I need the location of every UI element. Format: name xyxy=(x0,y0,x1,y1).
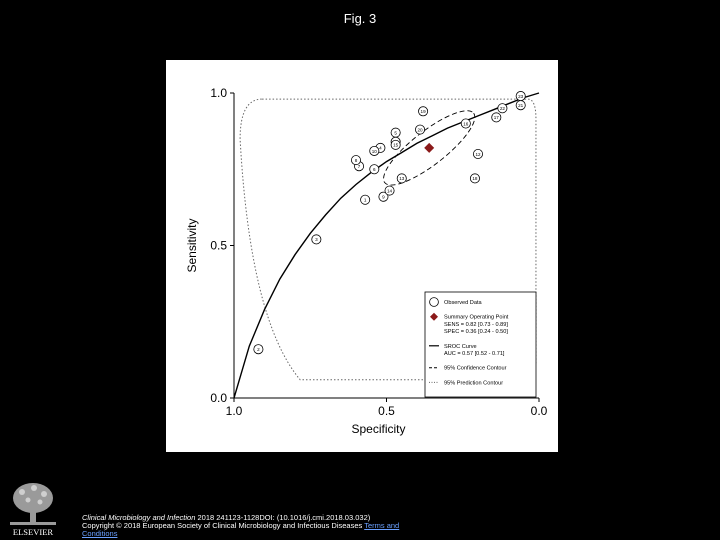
observed-point: 13 xyxy=(396,173,407,184)
observed-point: 22 xyxy=(497,103,508,114)
observed-point-marker xyxy=(460,118,471,129)
observed-point-marker xyxy=(360,194,371,205)
observed-point: 15 xyxy=(390,139,401,150)
caption-copyright-line: Copyright © 2018 European Society of Cli… xyxy=(82,522,522,530)
observed-point-label: 22 xyxy=(500,106,506,111)
observed-point-label: 2 xyxy=(257,347,260,352)
observed-point: 8 xyxy=(350,155,361,166)
observed-point: 16 xyxy=(460,118,471,129)
observed-point-marker xyxy=(418,106,429,117)
observed-point-marker xyxy=(491,112,502,123)
y-tick-label: 1.0 xyxy=(210,86,227,100)
caption-citation-line: Clinical Microbiology and Infection 2018… xyxy=(82,514,522,522)
legend-text: SENS = 0.82 [0.73 - 0.89] xyxy=(444,322,508,328)
observed-point-label: 12 xyxy=(475,152,481,157)
observed-point-label: 4 xyxy=(379,146,382,151)
observed-point: 14 xyxy=(384,185,395,196)
observed-point: 17 xyxy=(491,112,502,123)
observed-point: 19 xyxy=(418,106,429,117)
terms-link[interactable]: Terms and xyxy=(364,521,400,530)
observed-point: 5 xyxy=(390,127,401,138)
observed-point-label: 6 xyxy=(373,167,376,172)
y-tick-label: 0.0 xyxy=(210,391,227,405)
observed-point-marker xyxy=(369,145,380,156)
observed-point: 23 xyxy=(515,91,526,102)
observed-point-label: 17 xyxy=(494,115,500,120)
x-axis-label: Specificity xyxy=(351,422,405,436)
legend-text: Summary Operating Point xyxy=(444,315,509,321)
observed-point: 10 xyxy=(369,145,380,156)
observed-point-label: 18 xyxy=(472,176,478,181)
observed-point-marker xyxy=(515,91,526,102)
y-axis-label: Sensitivity xyxy=(185,218,199,272)
caption-journal: Clinical Microbiology and Infection xyxy=(82,513,196,522)
observed-point-label: 1 xyxy=(364,198,367,203)
observed-point-marker xyxy=(311,234,322,245)
observed-point-label: 19 xyxy=(421,109,427,114)
observed-point-marker xyxy=(472,149,483,160)
observed-point-marker xyxy=(415,124,426,135)
summary-point xyxy=(424,142,435,153)
observed-point: 12 xyxy=(472,149,483,160)
observed-point-label: 20 xyxy=(417,127,423,132)
observed-point: 2 xyxy=(253,344,264,355)
observed-point-label: 21 xyxy=(518,103,524,108)
observed-point-label: 13 xyxy=(399,176,405,181)
observed-point-label: 16 xyxy=(463,121,469,126)
y-tick-label: 0.5 xyxy=(210,239,227,253)
observed-point-marker xyxy=(369,164,380,175)
legend-text: SPEC = 0.36 [0.24 - 0.50] xyxy=(444,329,508,335)
observed-point-label: 3 xyxy=(315,237,318,242)
observed-point-marker xyxy=(469,173,480,184)
legend-text: SROC Curve xyxy=(444,344,477,350)
sroc-curve xyxy=(233,92,540,399)
observed-point-marker xyxy=(384,185,395,196)
observed-point: 20 xyxy=(415,124,426,135)
observed-point-label: 7 xyxy=(358,164,361,169)
observed-point-label: 5 xyxy=(394,130,397,135)
observed-point-marker xyxy=(378,191,389,202)
sroc-chart: 1.0 0.5 0.0 0.0 0.5 1.0 Specificity Sensitivity… xyxy=(185,86,548,436)
figure-title: Fig. 3 xyxy=(343,11,377,26)
observed-point-marker xyxy=(396,173,407,184)
prediction-contour xyxy=(239,98,537,381)
observed-point: 21 xyxy=(515,100,526,111)
observed-point-marker xyxy=(350,155,361,166)
legend-text: 95% Prediction Contour xyxy=(444,380,503,386)
observed-point: 9 xyxy=(378,191,389,202)
observed-point: 18 xyxy=(469,173,480,184)
caption-citation: 2018 241123-1128DOI: (10.1016/j.cmi.2018… xyxy=(195,513,371,522)
observed-point: 1 xyxy=(360,194,371,205)
observed-point-label: 8 xyxy=(355,158,358,163)
x-tick-label: 0.5 xyxy=(378,404,395,418)
legend-text: Observed Data xyxy=(444,300,483,306)
observed-point-label: 14 xyxy=(387,188,393,193)
observed-point-label: 10 xyxy=(372,149,378,154)
observed-point-label: 23 xyxy=(518,94,524,99)
elsevier-logo-text: ELSEVIER xyxy=(13,527,53,537)
caption: Clinical Microbiology and Infection 2018… xyxy=(82,514,522,538)
observed-point-label: 9 xyxy=(382,195,385,200)
x-tick-label: 1.0 xyxy=(226,404,243,418)
legend-symbol-summary xyxy=(430,312,438,321)
chart-panel: 1.0 0.5 0.0 0.0 0.5 1.0 Specificity Sensitivity… xyxy=(166,60,558,452)
conditions-link[interactable]: Conditions xyxy=(82,529,118,538)
observed-point-label: 15 xyxy=(393,143,399,148)
x-tick-label: 0.0 xyxy=(531,404,548,418)
caption-terms-line: Conditions xyxy=(82,530,522,538)
legend-text: 95% Confidence Contour xyxy=(444,366,507,372)
observed-point: 6 xyxy=(369,164,380,175)
elsevier-logo: ELSEVIER xyxy=(4,478,62,538)
observed-point-marker xyxy=(497,103,508,114)
legend-symbol-observed xyxy=(429,297,439,307)
observed-point-marker xyxy=(390,139,401,150)
legend-box xyxy=(424,291,537,398)
caption-copyright: Copyright © 2018 European Society of Cli… xyxy=(82,521,363,530)
legend-text: AUC = 0.57 [0.52 - 0.71] xyxy=(444,351,505,357)
observed-point-marker xyxy=(253,344,264,355)
observed-point: 3 xyxy=(311,234,322,245)
